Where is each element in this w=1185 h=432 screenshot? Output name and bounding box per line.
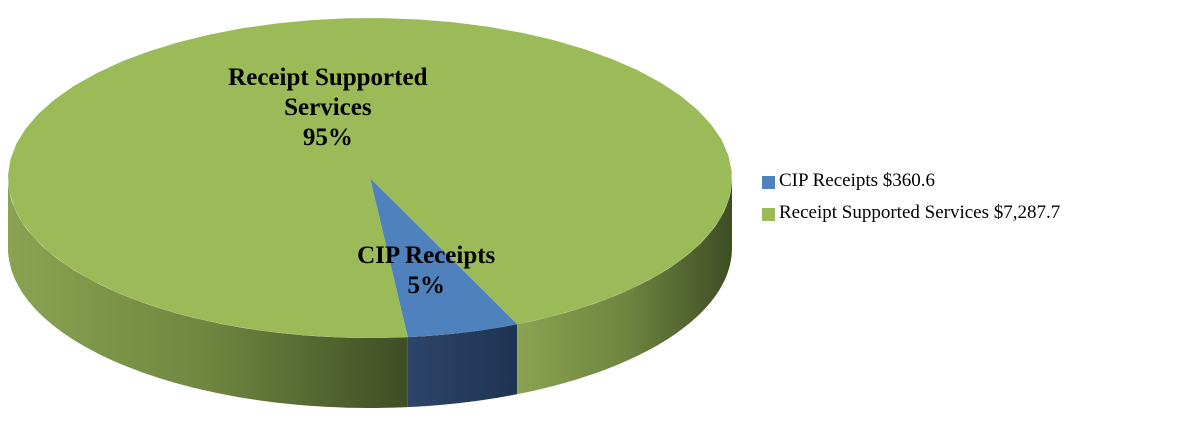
data-label-value: 5%	[407, 271, 445, 299]
data-label: Receipt Supported Services 95%	[188, 63, 468, 153]
slice-side	[517, 178, 732, 395]
data-label-name: Receipt Supported Services	[228, 64, 428, 122]
legend-swatch	[762, 176, 775, 189]
legend-swatch	[762, 208, 775, 221]
slice	[8, 18, 732, 338]
data-label-value: 95%	[302, 124, 353, 152]
data-label-name: CIP Receipts	[357, 241, 496, 269]
legend-label: CIP Receipts $360.6	[779, 170, 936, 191]
slice-side	[407, 324, 518, 408]
slice-side	[8, 178, 408, 408]
data-label: CIP Receipts 5%	[286, 241, 566, 301]
legend-label: Receipt Supported Services $7,287.7	[779, 202, 1061, 223]
slice	[370, 178, 518, 338]
